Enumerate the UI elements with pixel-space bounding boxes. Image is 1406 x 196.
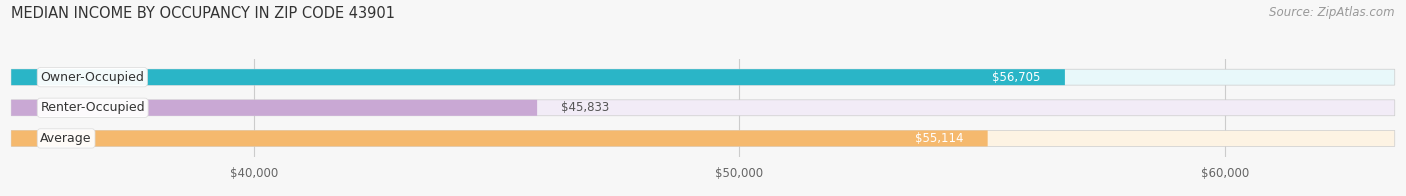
FancyBboxPatch shape: [11, 131, 1395, 146]
Text: MEDIAN INCOME BY OCCUPANCY IN ZIP CODE 43901: MEDIAN INCOME BY OCCUPANCY IN ZIP CODE 4…: [11, 6, 395, 21]
FancyBboxPatch shape: [11, 100, 537, 116]
Text: $45,833: $45,833: [561, 101, 610, 114]
FancyBboxPatch shape: [11, 69, 1064, 85]
Text: Owner-Occupied: Owner-Occupied: [41, 71, 145, 84]
FancyBboxPatch shape: [11, 131, 987, 146]
Text: $56,705: $56,705: [993, 71, 1040, 84]
FancyBboxPatch shape: [11, 100, 1395, 116]
Text: Average: Average: [41, 132, 91, 145]
Text: Renter-Occupied: Renter-Occupied: [41, 101, 145, 114]
Text: $55,114: $55,114: [915, 132, 963, 145]
Text: Source: ZipAtlas.com: Source: ZipAtlas.com: [1270, 6, 1395, 19]
FancyBboxPatch shape: [11, 69, 1395, 85]
